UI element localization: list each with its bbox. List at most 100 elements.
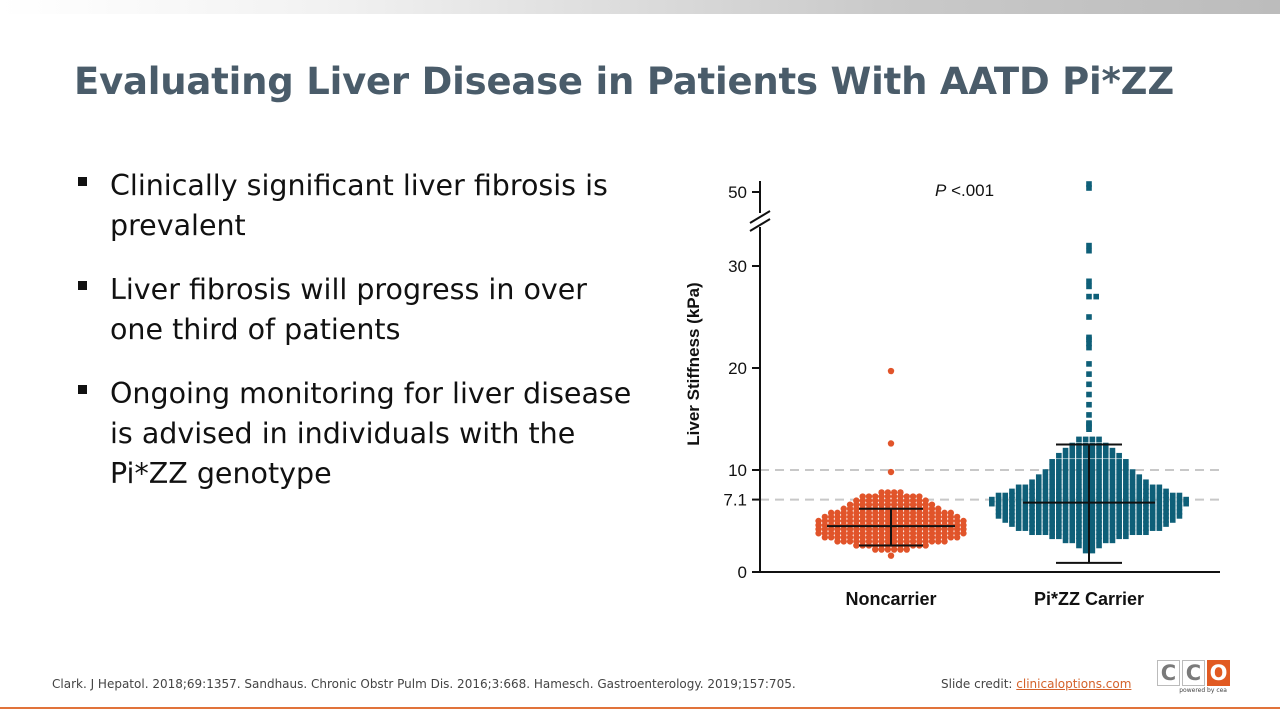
data-point bbox=[1109, 484, 1116, 491]
data-point bbox=[1116, 492, 1122, 499]
data-point bbox=[1056, 464, 1062, 470]
data-point bbox=[1042, 474, 1049, 480]
data-point bbox=[1015, 488, 1022, 495]
data-point bbox=[1123, 521, 1129, 527]
data-point bbox=[1143, 509, 1149, 515]
data-point bbox=[1015, 525, 1022, 531]
data-point bbox=[995, 496, 1002, 503]
data-point bbox=[815, 530, 822, 537]
logo-letter: O bbox=[1207, 660, 1230, 686]
data-point bbox=[1109, 464, 1116, 470]
data-point bbox=[1183, 496, 1189, 503]
data-point bbox=[834, 538, 841, 545]
data-point bbox=[1042, 492, 1049, 499]
data-point bbox=[1069, 492, 1076, 499]
data-point bbox=[1062, 504, 1069, 511]
data-point bbox=[1049, 525, 1055, 531]
data-point bbox=[1129, 509, 1136, 515]
data-point bbox=[922, 542, 929, 549]
data-point bbox=[1096, 484, 1102, 491]
data-point bbox=[1129, 492, 1136, 499]
data-point bbox=[1129, 474, 1136, 480]
data-point bbox=[1149, 525, 1156, 531]
references: Clark. J Hepatol. 2018;69:1357. Sandhaus… bbox=[52, 677, 796, 691]
data-point bbox=[1143, 484, 1149, 491]
data-point bbox=[1169, 496, 1176, 503]
data-point bbox=[1056, 469, 1062, 475]
data-point bbox=[1082, 479, 1089, 486]
data-point bbox=[1069, 474, 1076, 480]
data-point bbox=[1096, 537, 1102, 544]
y-tick-label: 30 bbox=[728, 257, 747, 276]
data-point bbox=[1123, 464, 1129, 470]
data-point bbox=[1123, 500, 1129, 507]
data-point bbox=[1089, 447, 1096, 454]
data-point bbox=[1116, 509, 1122, 515]
data-point bbox=[1096, 542, 1102, 549]
data-point bbox=[1096, 479, 1102, 486]
data-point bbox=[1163, 513, 1169, 519]
data-point bbox=[1035, 517, 1042, 523]
data-point bbox=[1035, 474, 1042, 480]
data-point bbox=[1109, 452, 1116, 459]
data-point bbox=[1109, 492, 1116, 499]
data-point bbox=[1116, 484, 1122, 491]
data-point bbox=[1096, 492, 1102, 499]
data-point bbox=[1076, 525, 1082, 531]
data-point bbox=[1042, 504, 1049, 511]
data-point bbox=[1169, 492, 1176, 499]
data-point bbox=[1116, 500, 1122, 507]
data-point bbox=[1109, 469, 1116, 475]
data-point bbox=[1143, 525, 1149, 531]
data-point bbox=[1082, 492, 1089, 499]
data-point bbox=[1096, 447, 1102, 454]
y-tick-label: 10 bbox=[728, 461, 747, 480]
data-point bbox=[1116, 533, 1122, 540]
data-point bbox=[1069, 537, 1076, 544]
data-point bbox=[1049, 469, 1055, 475]
data-point bbox=[1056, 517, 1062, 523]
data-point bbox=[1102, 484, 1109, 491]
data-point bbox=[1009, 504, 1015, 511]
data-point bbox=[1096, 496, 1102, 503]
slide-credit: Slide credit: clinicaloptions.com bbox=[941, 677, 1131, 691]
data-point bbox=[1116, 469, 1122, 475]
data-point bbox=[1042, 509, 1049, 515]
data-point bbox=[1076, 504, 1082, 511]
data-point bbox=[1022, 496, 1029, 503]
data-point bbox=[1002, 504, 1009, 511]
data-point bbox=[1076, 500, 1082, 507]
data-point bbox=[1082, 533, 1089, 540]
data-point bbox=[989, 496, 995, 503]
data-point bbox=[1076, 474, 1082, 480]
data-point bbox=[1069, 447, 1076, 454]
data-point bbox=[1029, 479, 1035, 486]
data-point bbox=[890, 546, 898, 553]
data-point bbox=[1149, 492, 1156, 499]
data-point bbox=[1076, 496, 1082, 503]
data-point bbox=[1183, 500, 1189, 507]
data-point-outlier bbox=[1086, 361, 1092, 367]
data-point-outlier bbox=[1086, 336, 1092, 343]
data-point bbox=[1089, 469, 1096, 475]
data-point bbox=[1082, 469, 1089, 475]
data-point bbox=[1009, 509, 1015, 515]
data-point bbox=[1123, 513, 1129, 519]
data-point bbox=[1149, 484, 1156, 491]
data-point bbox=[872, 546, 879, 553]
data-point-outlier bbox=[1086, 344, 1092, 351]
data-point bbox=[1049, 533, 1055, 540]
data-point bbox=[1069, 479, 1076, 486]
bullet-text: Liver fibrosis will progress in over one… bbox=[110, 273, 588, 346]
data-point bbox=[1049, 521, 1055, 527]
data-point bbox=[1163, 496, 1169, 503]
credit-link[interactable]: clinicaloptions.com bbox=[1016, 677, 1132, 691]
data-point bbox=[1102, 525, 1109, 531]
data-point bbox=[1096, 436, 1102, 443]
data-point bbox=[1022, 509, 1029, 515]
data-point bbox=[1015, 492, 1022, 499]
data-point bbox=[1163, 504, 1169, 511]
data-point bbox=[1082, 521, 1089, 527]
data-point bbox=[953, 534, 961, 541]
data-point bbox=[878, 546, 885, 553]
